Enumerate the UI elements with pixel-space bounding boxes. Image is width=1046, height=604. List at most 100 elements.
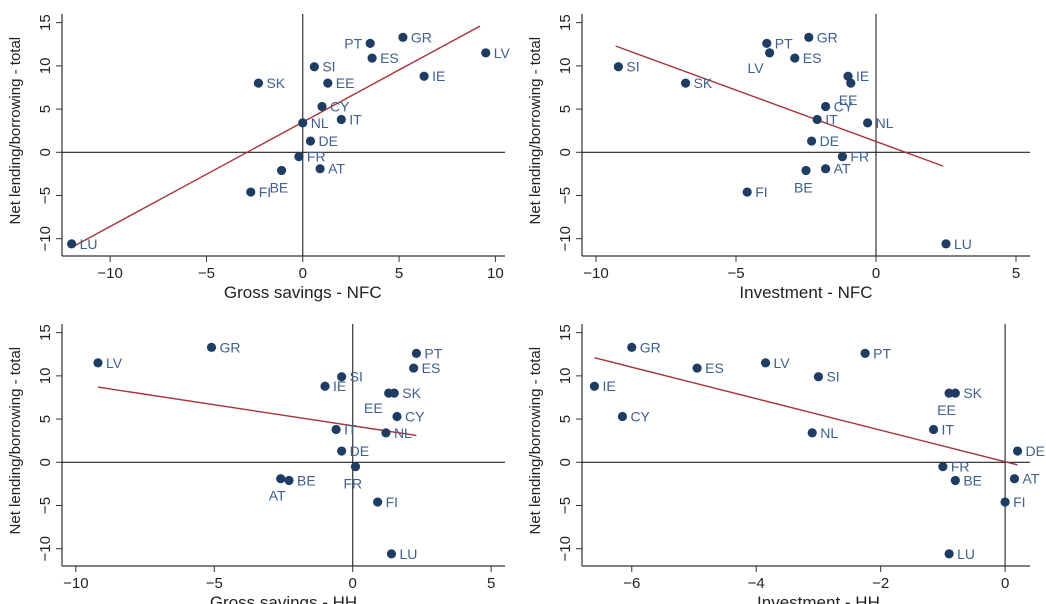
data-point-ie bbox=[843, 71, 853, 81]
data-label-ie: IE bbox=[856, 68, 869, 84]
data-point-lu bbox=[67, 239, 77, 249]
y-axis-title: Net lending/borrowing - total bbox=[527, 347, 544, 535]
data-label-cy: CY bbox=[834, 98, 854, 114]
x-tick-label: −5 bbox=[198, 265, 215, 282]
data-label-ee: EE bbox=[937, 402, 956, 418]
y-tick-label: −5 bbox=[37, 187, 54, 204]
data-point-lv bbox=[760, 358, 771, 368]
data-label-si: SI bbox=[826, 369, 839, 385]
scatter-panel-4: −6 −4 −2 0 −10 −5 0 5 10 15 Investment - HH Net len… bbox=[527, 324, 1045, 604]
data-label-gr: GR bbox=[411, 29, 432, 45]
data-label-lu: LU bbox=[80, 236, 98, 252]
data-label-be: BE bbox=[963, 472, 982, 488]
data-point-lu bbox=[386, 549, 397, 559]
data-point-ee bbox=[384, 388, 394, 398]
data-label-fi: FI bbox=[386, 494, 398, 510]
data-point-lv bbox=[93, 358, 103, 368]
data-point-es bbox=[790, 53, 800, 63]
data-point-cy bbox=[821, 101, 831, 112]
data-label-cy: CY bbox=[330, 98, 350, 114]
data-point-ee bbox=[846, 78, 856, 88]
y-tick-label: 5 bbox=[37, 105, 54, 113]
data-point-it bbox=[336, 114, 346, 125]
data-label-ie: IE bbox=[432, 68, 445, 84]
data-label-si: SI bbox=[322, 59, 335, 75]
data-label-es: ES bbox=[422, 360, 441, 376]
data-point-at bbox=[276, 474, 286, 484]
data-label-es: ES bbox=[705, 360, 724, 376]
data-point-de bbox=[305, 136, 316, 146]
y-tick-label: −10 bbox=[37, 226, 54, 251]
scatter-panel-3: −10 −5 0 5 −10 −5 0 5 10 15 Gross savings - HH Net … bbox=[7, 324, 505, 604]
data-label-es: ES bbox=[380, 50, 399, 66]
data-label-sk: SK bbox=[694, 75, 713, 91]
x-tick-label: 0 bbox=[299, 265, 307, 282]
data-point-ie bbox=[589, 381, 600, 391]
data-point-sk bbox=[253, 78, 264, 88]
x-tick-label: −4 bbox=[748, 575, 765, 592]
data-point-pt bbox=[411, 348, 421, 358]
data-point-be bbox=[284, 475, 294, 486]
data-label-sk: SK bbox=[963, 385, 982, 401]
data-label-lv: LV bbox=[106, 355, 123, 371]
data-point-it bbox=[331, 424, 341, 435]
x-tick-label: 5 bbox=[395, 265, 403, 282]
x-tick-label: 0 bbox=[872, 265, 880, 282]
data-label-lv: LV bbox=[748, 60, 765, 76]
data-label-fr: FR bbox=[850, 149, 869, 165]
data-point-pt bbox=[860, 348, 870, 358]
data-point-gr bbox=[627, 342, 637, 352]
data-label-it: IT bbox=[942, 421, 955, 437]
data-point-sk bbox=[681, 78, 691, 88]
data-label-lv: LV bbox=[774, 355, 791, 371]
y-axis-title: Net lending/borrowing - total bbox=[7, 37, 24, 225]
data-point-fr bbox=[837, 152, 848, 162]
x-axis-title: Gross savings - NFC bbox=[224, 283, 382, 302]
data-point-es bbox=[367, 53, 377, 63]
y-axis-title: Net lending/borrowing - total bbox=[527, 37, 544, 225]
data-label-sk: SK bbox=[402, 385, 421, 401]
data-point-es bbox=[692, 363, 702, 373]
x-tick-label: −2 bbox=[872, 575, 889, 592]
data-point-fi bbox=[246, 187, 256, 197]
data-label-ie: IE bbox=[602, 378, 615, 394]
data-label-at: AT bbox=[1022, 471, 1039, 487]
data-label-gr: GR bbox=[817, 29, 838, 45]
x-tick-label: −10 bbox=[583, 265, 608, 282]
y-tick-label: 10 bbox=[37, 368, 54, 385]
data-point-si bbox=[309, 62, 319, 72]
data-label-at: AT bbox=[269, 488, 286, 504]
data-point-ee bbox=[323, 78, 333, 88]
data-label-at: AT bbox=[834, 161, 851, 177]
data-label-gr: GR bbox=[640, 339, 661, 355]
data-point-lu bbox=[944, 549, 954, 559]
data-label-be: BE bbox=[297, 472, 316, 488]
scatter-panel-1: −10 −5 0 5 10 −10 −5 0 5 10 15 Gross savings - NFC N… bbox=[7, 14, 510, 302]
x-tick-label: 0 bbox=[349, 575, 357, 592]
data-label-ie: IE bbox=[333, 378, 346, 394]
x-tick-label: −10 bbox=[63, 575, 88, 592]
data-label-lu: LU bbox=[954, 236, 972, 252]
data-point-fi bbox=[742, 187, 752, 197]
y-axis-title: Net lending/borrowing - total bbox=[7, 347, 24, 535]
data-label-es: ES bbox=[803, 50, 822, 66]
data-point-es bbox=[409, 363, 419, 373]
data-label-de: DE bbox=[318, 133, 337, 149]
data-point-ee bbox=[944, 388, 954, 398]
y-tick-label: 0 bbox=[557, 148, 574, 156]
y-tick-label: 10 bbox=[37, 58, 54, 75]
x-tick-label: −5 bbox=[727, 265, 744, 282]
data-label-fr: FR bbox=[951, 459, 970, 475]
y-tick-label: 5 bbox=[557, 415, 574, 423]
data-point-fr bbox=[294, 152, 304, 162]
y-tick-label: 0 bbox=[37, 458, 54, 466]
data-label-pt: PT bbox=[873, 345, 891, 361]
data-label-at: AT bbox=[328, 161, 345, 177]
x-tick-label: 5 bbox=[1012, 265, 1020, 282]
data-label-fi: FI bbox=[1013, 494, 1025, 510]
data-label-fr: FR bbox=[343, 476, 362, 492]
y-tick-label: 15 bbox=[37, 14, 54, 31]
data-point-be bbox=[950, 475, 960, 486]
data-point-nl bbox=[807, 428, 817, 438]
data-point-nl bbox=[381, 428, 391, 438]
